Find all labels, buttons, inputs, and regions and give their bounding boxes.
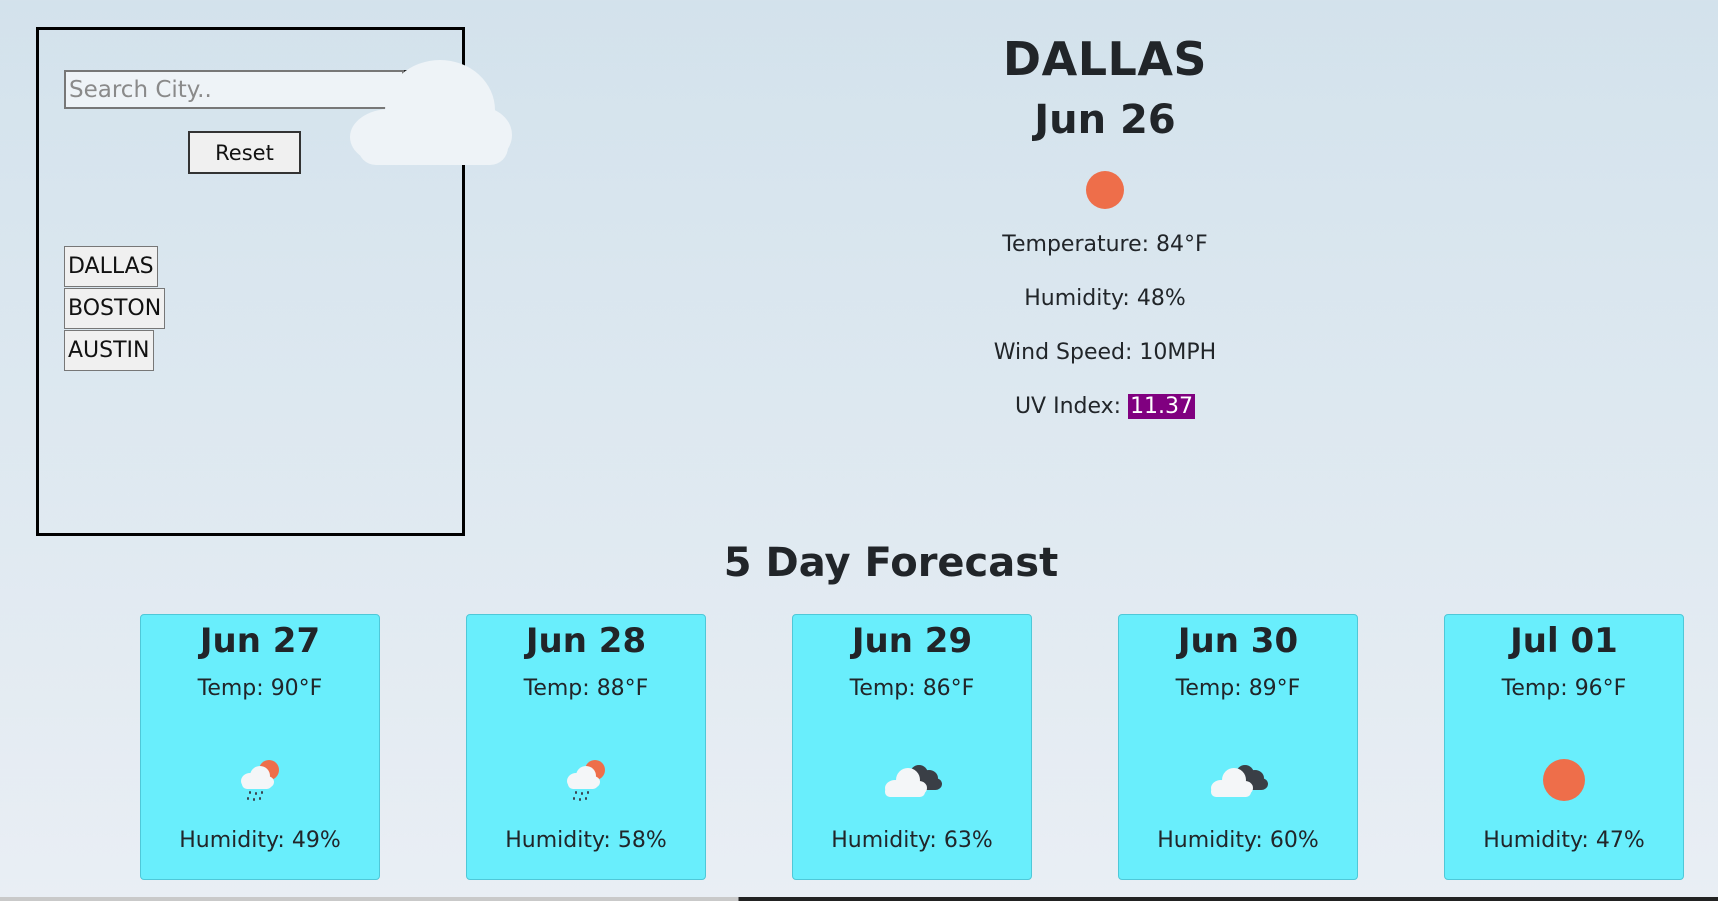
forecast-humidity-value: 49% [291,828,341,853]
forecast-date: Jun 30 [1177,621,1299,661]
search-button[interactable] [404,70,441,109]
temperature-value: 84°F [1156,232,1208,257]
uv-index-label: UV Index: [1014,394,1129,419]
forecast-humidity: Humidity: 60% [1119,826,1357,856]
forecast-date: Jun 28 [525,621,647,661]
forecast-humidity-label: Humidity: [1483,828,1596,853]
broken-clouds-icon [1211,765,1268,797]
forecast-humidity-value: 60% [1269,828,1319,853]
humidity-value: 48% [1136,286,1186,311]
forecast-temp-value: 88°F [596,676,649,701]
forecast-card: Jul 01 Temp: 96°F Humidity: 47% [1444,614,1684,880]
forecast-humidity: Humidity: 63% [793,826,1031,856]
uv-index-badge: 11.37 [1128,394,1196,419]
forecast-card: Jun 30 Temp: 89°F Humidity: 60% [1118,614,1358,880]
forecast-humidity-label: Humidity: [179,828,292,853]
forecast-temp-label: Temp: [523,676,597,701]
reset-button[interactable]: Reset [188,131,301,174]
forecast-temp: Temp: 90°F [141,674,379,704]
page-bottom-border [0,897,1718,901]
search-icon [412,79,434,101]
forecast-humidity: Humidity: 58% [467,826,705,856]
search-panel: Reset DALLAS BOSTON AUSTIN [36,27,465,536]
forecast-temp-value: 90°F [270,676,323,701]
humidity-stat: Humidity: 48% [805,284,1405,314]
city-title: DALLAS [1002,32,1208,86]
wind-speed-value: 10MPH [1139,340,1217,365]
uv-index-stat: UV Index: 11.37 [805,392,1405,422]
forecast-temp: Temp: 88°F [467,674,705,704]
forecast-temp-label: Temp: [1175,676,1249,701]
forecast-humidity-label: Humidity: [831,828,944,853]
forecast-date: Jun 29 [851,621,973,661]
forecast-humidity-value: 58% [617,828,667,853]
forecast-humidity: Humidity: 49% [141,826,379,856]
sun-icon [1543,759,1585,801]
forecast-temp: Temp: 96°F [1445,674,1683,704]
forecast-temp: Temp: 89°F [1119,674,1357,704]
temperature-stat: Temperature: 84°F [805,230,1405,260]
forecast-title: 5 Day Forecast [723,540,1059,586]
forecast-temp: Temp: 86°F [793,674,1031,704]
forecast-humidity-label: Humidity: [1157,828,1270,853]
forecast-card: Jun 27 Temp: 90°F [140,614,380,880]
history-item-boston[interactable]: BOSTON [64,288,166,329]
forecast-humidity: Humidity: 47% [1445,826,1683,856]
current-weather: DALLAS Jun 26 Temperature: 84°F Humidity… [805,28,1405,422]
forecast-temp-label: Temp: [1501,676,1575,701]
forecast-humidity-value: 63% [943,828,993,853]
forecast-temp-label: Temp: [849,676,923,701]
search-history: DALLAS BOSTON AUSTIN [64,246,166,372]
sun-icon [1086,171,1124,209]
current-date: Jun 26 [1034,97,1176,143]
forecast-date: Jul 01 [1510,621,1618,661]
city-search-input[interactable] [64,70,404,109]
wind-speed-label: Wind Speed: [993,340,1140,365]
forecast-temp-value: 89°F [1248,676,1301,701]
forecast-temp-value: 96°F [1574,676,1627,701]
sun-rain-cloud-icon [567,760,605,801]
forecast-card: Jun 29 Temp: 86°F Humidity: 63% [792,614,1032,880]
forecast-card: Jun 28 Temp: 88°F [466,614,706,880]
history-item-austin[interactable]: AUSTIN [64,330,154,371]
forecast-cards: Jun 27 Temp: 90°F [140,614,1684,880]
humidity-label: Humidity: [1024,286,1137,311]
wind-speed-stat: Wind Speed: 10MPH [805,338,1405,368]
history-item-dallas[interactable]: DALLAS [64,246,158,287]
sun-rain-cloud-icon [241,760,279,801]
forecast-humidity-label: Humidity: [505,828,618,853]
forecast-temp-label: Temp: [197,676,271,701]
forecast-date: Jun 27 [199,621,321,661]
temperature-label: Temperature: [1002,232,1157,257]
broken-clouds-icon [885,765,942,797]
forecast-temp-value: 86°F [922,676,975,701]
forecast-humidity-value: 47% [1595,828,1645,853]
